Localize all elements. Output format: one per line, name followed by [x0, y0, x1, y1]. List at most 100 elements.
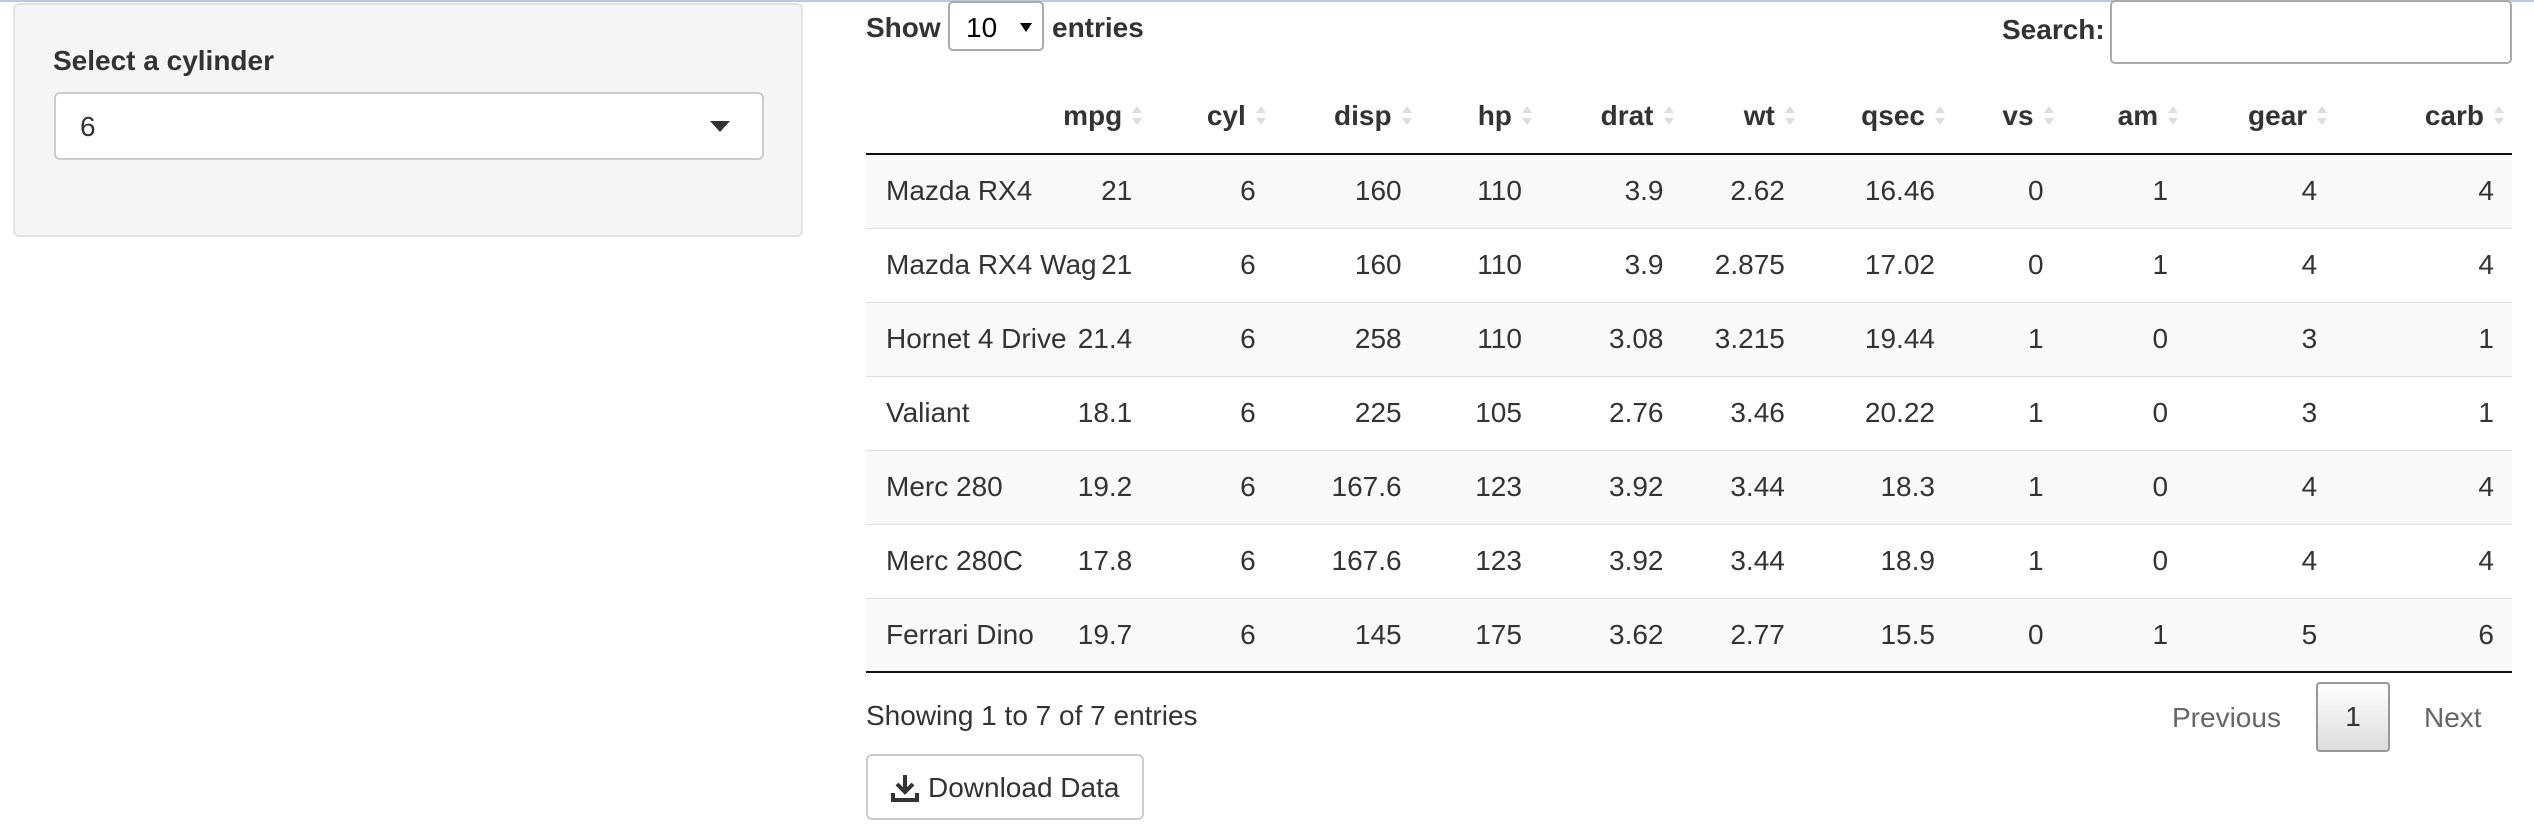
- cell-wt: 3.44: [1681, 449, 1803, 524]
- column-header-wt[interactable]: wt: [1681, 78, 1803, 155]
- cell-disp: 225: [1273, 375, 1420, 450]
- sort-icon: [1934, 106, 1945, 128]
- column-header-label: am: [2117, 99, 2159, 131]
- cell-wt: 3.44: [1681, 523, 1803, 598]
- pagination-next[interactable]: Next: [2424, 702, 2482, 733]
- cell-wt: 3.215: [1681, 301, 1803, 376]
- cylinder-select-label: Select a cylinder: [53, 45, 275, 76]
- header-row: mpg cyl disp hp drat wt qsec vs am gear carb: [866, 78, 2512, 155]
- table-row: Merc 280 19.2 6 167.6 123 3.92 3.44 18.3 1 0 4 4: [866, 449, 2512, 524]
- cell-drat: 3.08: [1539, 301, 1682, 376]
- entries-label: entries: [1052, 12, 1144, 43]
- cell-qsec: 18.9: [1802, 523, 1953, 598]
- cell-cyl: 6: [1150, 523, 1274, 598]
- cylinder-select[interactable]: 6: [54, 92, 764, 160]
- column-header-gear[interactable]: gear: [2186, 78, 2336, 155]
- cell-hp: 123: [1419, 523, 1540, 598]
- column-header-vs[interactable]: vs: [1952, 78, 2062, 155]
- cell-drat: 2.76: [1539, 375, 1682, 450]
- chevron-down-icon: [710, 121, 730, 132]
- row-name-cell: Ferrari Dino: [866, 597, 1037, 673]
- cell-qsec: 15.5: [1802, 597, 1953, 673]
- cell-drat: 3.9: [1539, 154, 1682, 228]
- cell-disp: 145: [1273, 597, 1420, 673]
- cell-mpg: 17.8: [1036, 523, 1151, 598]
- cell-qsec: 16.46: [1802, 154, 1953, 228]
- row-name-cell: Mazda RX4: [866, 154, 1037, 228]
- column-header-drat[interactable]: drat: [1539, 78, 1682, 155]
- cell-cyl: 6: [1150, 449, 1274, 524]
- cell-hp: 105: [1419, 375, 1540, 450]
- search-label: Search:: [2002, 14, 2105, 45]
- cell-gear: 5: [2186, 597, 2336, 673]
- data-table: mpg cyl disp hp drat wt qsec vs am gear carb Mazda…: [866, 78, 2512, 673]
- cell-am: 0: [2061, 301, 2187, 376]
- column-header-name[interactable]: [866, 78, 1037, 155]
- cell-drat: 3.9: [1539, 227, 1682, 302]
- cell-gear: 4: [2186, 449, 2336, 524]
- cell-qsec: 17.02: [1802, 227, 1953, 302]
- cell-am: 0: [2061, 449, 2187, 524]
- cell-wt: 2.875: [1681, 227, 1803, 302]
- column-header-mpg[interactable]: mpg: [1036, 78, 1151, 155]
- column-header-label: hp: [1477, 99, 1512, 131]
- column-header-carb[interactable]: carb: [2335, 78, 2512, 155]
- table-row: Hornet 4 Drive 21.4 6 258 110 3.08 3.215 19.44 1…: [866, 301, 2512, 376]
- entries-select[interactable]: 10: [948, 1, 1044, 51]
- row-name-cell: Mazda RX4 Wag: [866, 227, 1097, 302]
- sort-icon: [1132, 106, 1143, 128]
- sort-icon: [2494, 106, 2504, 128]
- cell-cyl: 6: [1150, 154, 1274, 228]
- table-row: Valiant 18.1 6 225 105 2.76 3.46 20.22 1 0 3 1: [866, 375, 2512, 450]
- column-header-hp[interactable]: hp: [1419, 78, 1540, 155]
- cell-drat: 3.92: [1539, 449, 1682, 524]
- sort-icon: [2043, 106, 2054, 128]
- cylinder-select-value: 6: [80, 111, 96, 142]
- sort-icon: [1663, 106, 1674, 128]
- cell-carb: 4: [2335, 523, 2512, 598]
- row-name-cell: Merc 280: [866, 449, 1037, 524]
- column-header-label: cyl: [1206, 99, 1246, 131]
- cell-vs: 0: [1952, 227, 2062, 302]
- cell-qsec: 20.22: [1802, 375, 1953, 450]
- sort-icon: [1401, 106, 1412, 128]
- cell-vs: 1: [1952, 449, 2062, 524]
- download-data-button[interactable]: Download Data: [866, 754, 1144, 820]
- sort-icon: [1521, 106, 1532, 128]
- table-row: Ferrari Dino 19.7 6 145 175 3.62 2.77 15.5 0 1 5 6: [866, 597, 2512, 673]
- cell-am: 0: [2061, 375, 2187, 450]
- table-header: mpg cyl disp hp drat wt qsec vs am gear carb: [866, 78, 2512, 155]
- cell-am: 1: [2061, 227, 2187, 302]
- column-header-cyl[interactable]: cyl: [1150, 78, 1274, 155]
- column-header-qsec[interactable]: qsec: [1802, 78, 1953, 155]
- cell-carb: 4: [2335, 449, 2512, 524]
- search-input[interactable]: [2110, 0, 2512, 64]
- column-header-label: qsec: [1861, 99, 1925, 131]
- download-icon: [891, 775, 919, 802]
- row-name-cell: Valiant: [866, 375, 1037, 450]
- table-body: Mazda RX4 21 6 160 110 3.9 2.62 16.46 0 1 4 4 Mazda …: [866, 154, 2512, 673]
- cell-hp: 110: [1419, 301, 1540, 376]
- column-header-label: disp: [1334, 99, 1392, 131]
- cell-disp: 167.6: [1273, 523, 1420, 598]
- cell-vs: 1: [1952, 301, 2062, 376]
- pagination-page-1[interactable]: 1: [2316, 682, 2390, 752]
- cell-hp: 123: [1419, 449, 1540, 524]
- pagination-previous[interactable]: Previous: [2172, 702, 2281, 733]
- cell-mpg: 21: [1036, 154, 1151, 228]
- sort-icon: [2317, 106, 2328, 128]
- cell-cyl: 6: [1150, 375, 1274, 450]
- download-data-label: Download Data: [928, 772, 1120, 803]
- cell-disp: 160: [1273, 227, 1420, 302]
- cell-drat: 3.62: [1539, 597, 1682, 673]
- cell-mpg: 19.7: [1036, 597, 1151, 673]
- column-header-am[interactable]: am: [2061, 78, 2187, 155]
- column-header-disp[interactable]: disp: [1273, 78, 1420, 155]
- cell-disp: 160: [1273, 154, 1420, 228]
- cell-hp: 110: [1419, 154, 1540, 228]
- cell-cyl: 6: [1150, 301, 1274, 376]
- cell-carb: 4: [2335, 227, 2512, 302]
- column-header-label: vs: [2002, 99, 2034, 131]
- cell-mpg: 21: [1036, 227, 1151, 302]
- cell-qsec: 18.3: [1802, 449, 1953, 524]
